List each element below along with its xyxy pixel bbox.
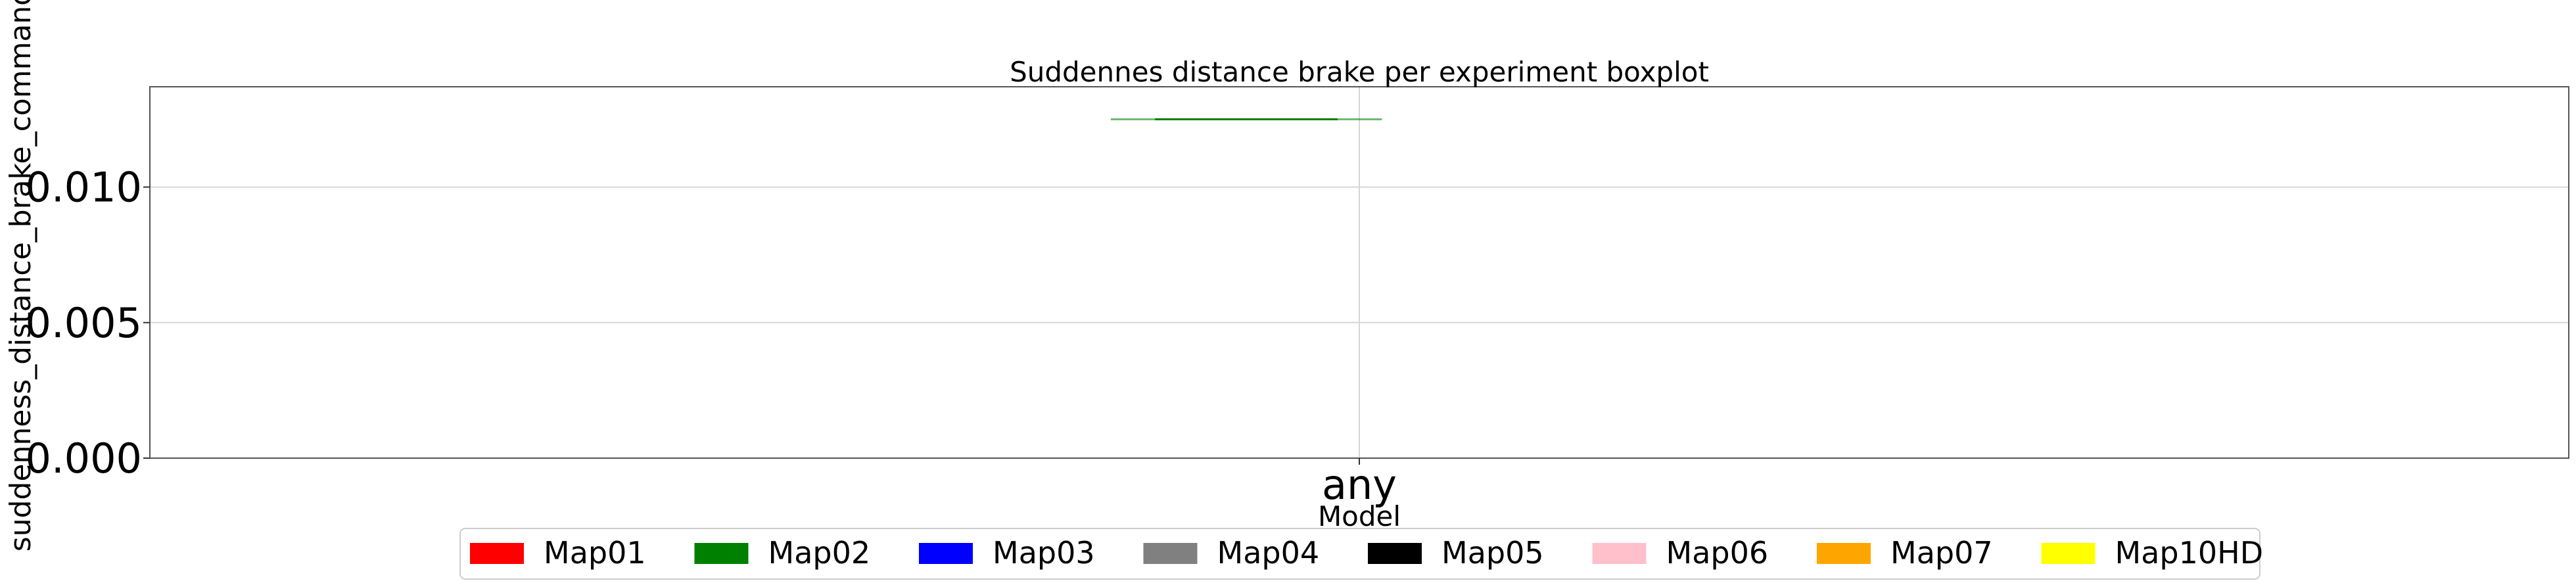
y-tick-label: 0.000 (26, 434, 143, 482)
legend-swatch-Map10HD (2041, 543, 2096, 564)
legend: Map01 Map02 Map03 Map04 Map05 Map06 Map07 Map10… (459, 528, 2264, 580)
y-tick-label: 0.010 (26, 164, 143, 212)
y-axis-label: suddenness_distance_brake_command (4, 0, 37, 551)
grid-lines (150, 87, 2569, 459)
legend-swatch-Map02 (694, 543, 749, 564)
legend-swatch-Map07 (1817, 543, 1871, 564)
legend-label-Map02: Map02 (768, 535, 871, 571)
legend-label-Map03: Map03 (993, 535, 1095, 571)
chart-title: Suddennes distance brake per experiment … (1010, 56, 1709, 88)
legend-swatch-Map05 (1368, 543, 1422, 564)
legend-swatch-Map03 (919, 543, 973, 564)
x-tick-label: any (1322, 461, 1397, 509)
legend-label-Map04: Map04 (1217, 535, 1320, 571)
legend-swatch-Map04 (1143, 543, 1198, 564)
legend-frame (459, 528, 2260, 580)
legend-swatch-Map01 (470, 543, 524, 564)
x-axis-ticks: any (1322, 458, 1397, 509)
legend-label-Map05: Map05 (1441, 535, 1544, 571)
legend-label-Map06: Map06 (1666, 535, 1769, 571)
y-axis-ticks: 0.000 0.005 0.010 (26, 164, 150, 482)
x-axis-label: Model (1318, 500, 1401, 532)
legend-label-Map07: Map07 (1890, 535, 1993, 571)
legend-label-Map10HD: Map10HD (2115, 535, 2264, 571)
legend-label-Map01: Map01 (544, 535, 646, 571)
y-tick-label: 0.005 (26, 299, 143, 347)
legend-swatch-Map06 (1592, 543, 1647, 564)
